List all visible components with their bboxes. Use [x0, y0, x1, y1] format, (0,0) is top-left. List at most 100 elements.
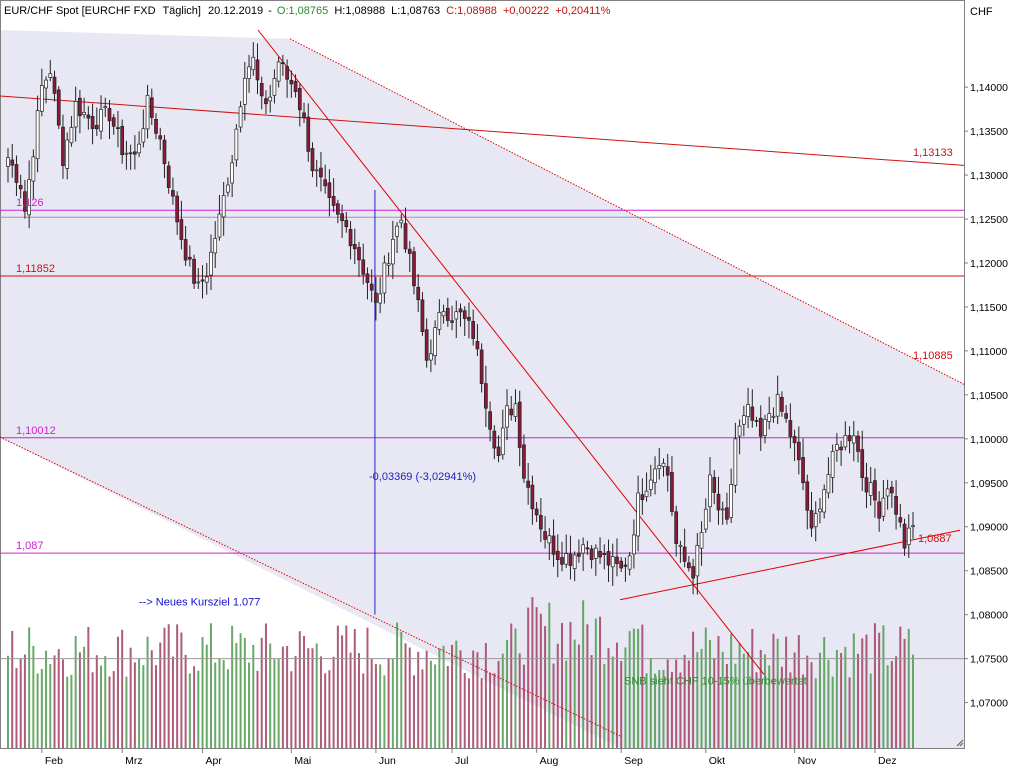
volume-bar	[49, 664, 52, 748]
volume-bar	[717, 636, 720, 748]
candle-body	[851, 435, 856, 444]
volume-bar	[95, 655, 98, 748]
candle-body	[687, 562, 691, 569]
candle	[805, 474, 810, 530]
candle-body	[775, 394, 780, 417]
candle	[327, 169, 332, 217]
candle	[314, 159, 319, 187]
candle	[61, 114, 65, 179]
candle-body	[340, 213, 344, 222]
candle	[264, 90, 268, 115]
candle	[860, 430, 865, 491]
candle	[128, 144, 133, 170]
candle	[242, 62, 247, 121]
candle-body	[399, 219, 404, 224]
month-label: Dez	[878, 755, 897, 767]
candle-body	[268, 96, 273, 102]
candle	[213, 221, 218, 268]
candle	[839, 440, 843, 466]
candle	[145, 84, 150, 139]
header-low: L:1,08763	[391, 5, 440, 17]
volume-bar	[861, 638, 864, 748]
candle-body	[881, 497, 886, 517]
candle	[890, 480, 894, 508]
candle	[162, 134, 167, 179]
candle-body	[513, 403, 518, 417]
volume-bar	[806, 655, 809, 748]
volume-bar	[370, 658, 373, 748]
candle	[517, 390, 522, 467]
candle	[445, 297, 450, 327]
candle-body	[830, 450, 835, 478]
candle-body	[699, 532, 704, 549]
volume-bar	[45, 650, 48, 748]
candle-body	[657, 465, 662, 470]
candle	[192, 254, 196, 289]
candle	[196, 268, 201, 290]
candle	[843, 421, 848, 451]
candle	[780, 391, 784, 417]
volume-bar	[489, 672, 492, 748]
candle-body	[864, 477, 869, 493]
volume-bar	[818, 652, 821, 748]
volume-bar	[248, 662, 251, 748]
candle	[509, 395, 514, 421]
candle-body	[530, 484, 535, 510]
volume-bar	[70, 674, 73, 748]
volume-bar	[163, 627, 166, 748]
candle-body	[462, 310, 467, 319]
candle	[801, 438, 805, 491]
candle-body	[192, 258, 196, 284]
volume-bar	[243, 637, 246, 748]
volume-bar	[294, 656, 297, 748]
candle	[894, 480, 898, 530]
candle-body	[314, 169, 319, 172]
volume-bar	[434, 664, 437, 748]
candle	[319, 151, 323, 192]
header-change: +0,00222	[503, 5, 549, 17]
volume-bar	[467, 678, 470, 748]
volume-bar	[57, 649, 60, 748]
volume-bar	[899, 626, 902, 748]
volume-bar	[222, 660, 225, 748]
candle-body	[86, 114, 91, 119]
candle	[530, 475, 535, 525]
candle	[302, 102, 306, 123]
candle	[602, 544, 607, 570]
candle-body	[661, 462, 666, 467]
candle	[725, 492, 729, 525]
month-label: Okt	[709, 755, 725, 767]
candle-body	[179, 219, 184, 240]
volume-bar	[886, 665, 889, 748]
candle	[763, 414, 767, 444]
candle	[221, 181, 226, 236]
candle-body	[534, 508, 539, 516]
candle-body	[653, 468, 657, 483]
volume-bar	[396, 622, 399, 748]
candle	[847, 426, 852, 454]
candle-body	[589, 548, 594, 561]
volume-bar	[878, 632, 881, 748]
volume-bar	[789, 672, 792, 748]
trendline-label: 1,10885	[913, 350, 953, 362]
candle-body	[35, 110, 40, 160]
candle-body	[357, 247, 361, 261]
volume-bar	[7, 655, 9, 748]
volume-bar	[522, 664, 525, 748]
candle	[27, 160, 31, 229]
volume-bar	[108, 676, 111, 748]
candle-body	[306, 116, 311, 152]
candle	[378, 277, 382, 314]
volume-bar	[239, 633, 242, 748]
candle	[175, 191, 180, 235]
candle	[276, 56, 281, 88]
candle	[826, 457, 831, 499]
candle	[386, 252, 391, 276]
candle-body	[712, 477, 717, 493]
volume-bar	[662, 669, 665, 748]
volume-bar	[802, 674, 805, 748]
candle-body	[564, 553, 569, 565]
candle	[310, 142, 315, 178]
candle-body	[805, 481, 810, 511]
